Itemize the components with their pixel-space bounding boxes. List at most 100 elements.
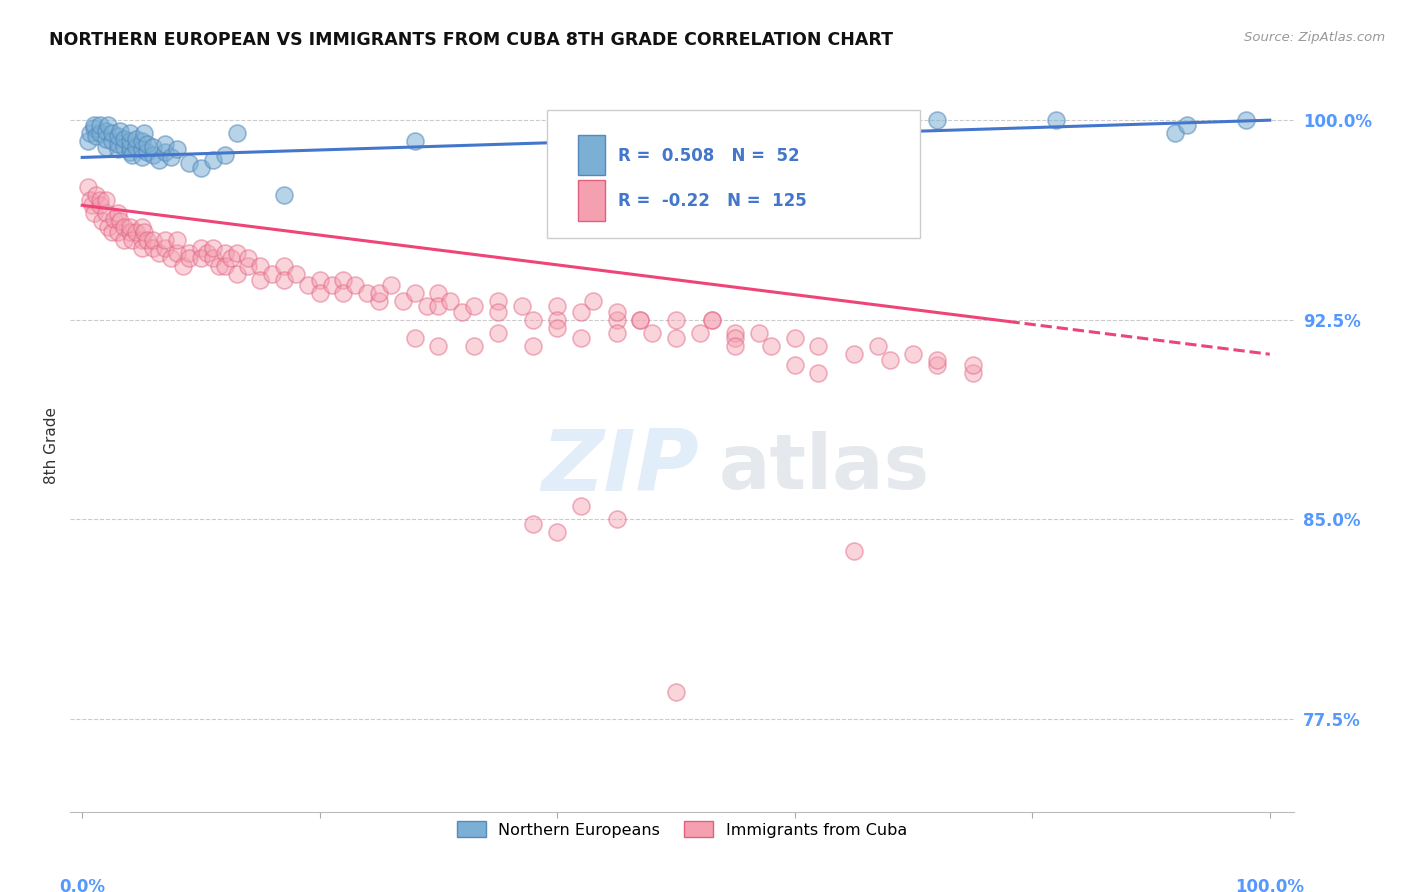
Point bbox=[700, 312, 723, 326]
Point bbox=[606, 326, 628, 340]
Point bbox=[463, 339, 485, 353]
Point bbox=[118, 127, 141, 141]
Point bbox=[1175, 119, 1198, 133]
Point bbox=[606, 312, 628, 326]
Point bbox=[439, 293, 461, 308]
Point bbox=[665, 312, 688, 326]
Point bbox=[427, 339, 450, 353]
Point bbox=[107, 143, 129, 157]
Point bbox=[131, 219, 153, 234]
Point bbox=[112, 233, 135, 247]
Point bbox=[356, 286, 378, 301]
Point bbox=[107, 137, 129, 152]
Point bbox=[101, 135, 124, 149]
Point bbox=[368, 286, 391, 301]
Point bbox=[219, 252, 242, 266]
Point bbox=[628, 312, 651, 326]
Point bbox=[107, 225, 129, 239]
Point bbox=[89, 127, 111, 141]
Point bbox=[546, 320, 568, 334]
Point bbox=[124, 132, 146, 146]
Point bbox=[83, 206, 105, 220]
Point bbox=[724, 326, 747, 340]
Bar bbox=[578, 136, 605, 176]
Point bbox=[118, 219, 141, 234]
Point bbox=[321, 278, 343, 293]
Text: Source: ZipAtlas.com: Source: ZipAtlas.com bbox=[1244, 31, 1385, 45]
Point bbox=[131, 150, 153, 164]
Point bbox=[190, 161, 212, 175]
Point bbox=[108, 124, 131, 138]
Point bbox=[284, 268, 307, 282]
Point bbox=[136, 137, 159, 152]
Point bbox=[1045, 113, 1067, 128]
Point bbox=[91, 214, 114, 228]
Point bbox=[297, 278, 319, 293]
Point bbox=[101, 225, 124, 239]
Point bbox=[124, 140, 146, 154]
Point bbox=[103, 211, 125, 226]
Point bbox=[238, 260, 260, 274]
Text: 100.0%: 100.0% bbox=[1236, 879, 1305, 892]
Point bbox=[97, 219, 120, 234]
Point bbox=[108, 214, 131, 228]
Point bbox=[308, 273, 330, 287]
Point bbox=[190, 252, 212, 266]
Point bbox=[404, 286, 426, 301]
Point bbox=[582, 293, 605, 308]
Point bbox=[927, 358, 949, 372]
Point bbox=[94, 206, 117, 220]
Point bbox=[190, 241, 212, 255]
Point bbox=[807, 366, 830, 380]
Point bbox=[308, 286, 330, 301]
Point bbox=[569, 304, 592, 318]
Point bbox=[77, 179, 100, 194]
Point bbox=[131, 143, 153, 157]
Point bbox=[569, 499, 592, 513]
Point bbox=[273, 273, 295, 287]
Point bbox=[427, 299, 450, 313]
Point bbox=[962, 366, 984, 380]
Point bbox=[101, 127, 124, 141]
Point bbox=[118, 135, 141, 149]
Point bbox=[344, 278, 367, 293]
Point bbox=[79, 193, 101, 207]
Point bbox=[118, 140, 141, 154]
Point bbox=[486, 326, 509, 340]
Point bbox=[451, 304, 474, 318]
Point bbox=[1164, 127, 1187, 141]
Point bbox=[569, 331, 592, 345]
Point bbox=[121, 147, 143, 161]
Point bbox=[759, 339, 782, 353]
Point bbox=[427, 286, 450, 301]
Point bbox=[118, 225, 141, 239]
Point bbox=[155, 145, 177, 160]
Point bbox=[783, 331, 806, 345]
Point bbox=[606, 512, 628, 526]
Point bbox=[86, 187, 108, 202]
Point bbox=[136, 233, 159, 247]
Point bbox=[962, 358, 984, 372]
Point bbox=[641, 326, 664, 340]
Legend: Northern Europeans, Immigrants from Cuba: Northern Europeans, Immigrants from Cuba bbox=[450, 814, 914, 844]
Point bbox=[86, 129, 108, 144]
Point bbox=[77, 135, 100, 149]
Point bbox=[83, 119, 105, 133]
Point bbox=[273, 260, 295, 274]
Point bbox=[142, 241, 165, 255]
Point bbox=[510, 299, 533, 313]
Point bbox=[1234, 113, 1257, 128]
Point bbox=[160, 150, 183, 164]
Point bbox=[124, 225, 146, 239]
Point bbox=[522, 517, 544, 532]
Point bbox=[132, 225, 155, 239]
Point bbox=[332, 286, 354, 301]
Point bbox=[380, 278, 402, 293]
Point bbox=[166, 233, 188, 247]
Point bbox=[79, 127, 101, 141]
Point bbox=[866, 339, 889, 353]
Point bbox=[131, 233, 153, 247]
Point bbox=[97, 119, 120, 133]
Point bbox=[89, 119, 111, 133]
Point bbox=[172, 260, 194, 274]
